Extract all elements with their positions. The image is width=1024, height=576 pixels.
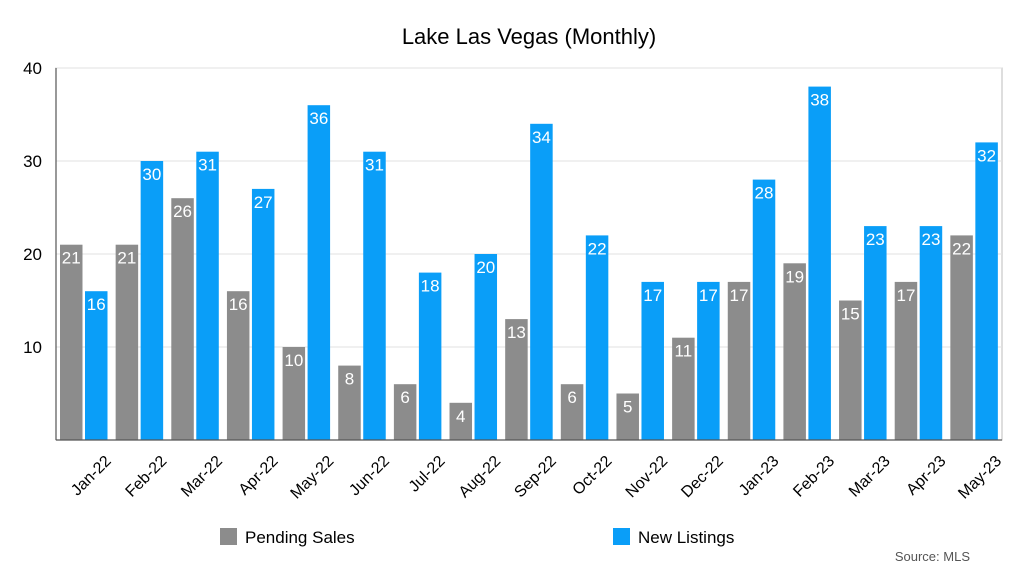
bar-pending-sales xyxy=(393,384,417,440)
bar-new-listings xyxy=(418,272,442,440)
bar-new-listings xyxy=(196,151,219,440)
x-tick-label: Mar-23 xyxy=(846,453,894,501)
bar-pending-sales xyxy=(560,384,584,440)
bar-pending-sales xyxy=(449,402,473,440)
x-tick-label: Aug-22 xyxy=(456,453,505,502)
data-label: 26 xyxy=(173,202,192,221)
x-tick-label: Sep-22 xyxy=(511,453,560,502)
legend-swatch xyxy=(220,528,237,545)
data-label: 17 xyxy=(730,286,749,305)
data-label: 27 xyxy=(254,193,273,212)
bar-new-listings xyxy=(251,188,275,440)
data-label: 4 xyxy=(456,407,465,426)
data-label: 15 xyxy=(841,305,860,324)
data-label: 11 xyxy=(675,342,693,361)
x-tick-label: Apr-23 xyxy=(903,453,949,499)
data-label: 10 xyxy=(284,351,303,370)
data-label: 19 xyxy=(785,267,804,286)
data-label: 16 xyxy=(229,295,248,314)
data-label: 22 xyxy=(952,239,971,258)
data-label: 16 xyxy=(87,295,106,314)
y-tick-label: 10 xyxy=(23,338,42,357)
x-tick-label: Feb-23 xyxy=(790,453,838,501)
data-label: 31 xyxy=(365,156,384,175)
x-tick-label: Oct-22 xyxy=(570,453,616,499)
data-label: 13 xyxy=(507,323,526,342)
data-label: 21 xyxy=(62,249,81,268)
data-label: 8 xyxy=(345,370,354,389)
bar-pending-sales xyxy=(226,291,250,440)
bar-pending-sales xyxy=(171,198,194,440)
data-label: 22 xyxy=(588,239,607,258)
data-label: 23 xyxy=(866,230,885,249)
data-label: 34 xyxy=(532,128,551,147)
bar-pending-sales xyxy=(60,244,83,440)
data-label: 17 xyxy=(896,286,915,305)
x-tick-label: Nov-22 xyxy=(623,453,672,502)
bar-pending-sales xyxy=(727,281,751,440)
bar-pending-sales xyxy=(282,347,306,440)
data-label: 30 xyxy=(142,165,161,184)
bar-new-listings xyxy=(919,226,943,440)
bar-new-listings xyxy=(641,281,664,440)
y-tick-label: 30 xyxy=(23,152,42,171)
bar-new-listings xyxy=(697,281,720,440)
x-tick-label: May-22 xyxy=(288,453,338,503)
bar-new-listings xyxy=(530,123,553,441)
bar-pending-sales xyxy=(338,365,361,440)
bar-pending-sales xyxy=(505,319,528,440)
x-tick-label: Dec-22 xyxy=(678,453,727,502)
y-tick-label: 40 xyxy=(23,59,42,78)
bar-new-listings xyxy=(474,254,498,440)
legend-label: Pending Sales xyxy=(245,528,355,547)
x-tick-label: Jun-22 xyxy=(346,453,393,500)
bar-new-listings xyxy=(140,161,164,440)
data-label: 5 xyxy=(623,398,632,417)
chart-title: Lake Las Vegas (Monthly) xyxy=(402,24,656,49)
data-label: 28 xyxy=(755,184,774,203)
x-tick-label: Jul-22 xyxy=(406,453,449,496)
bar-new-listings xyxy=(307,105,331,440)
legend-label: New Listings xyxy=(638,528,734,547)
bar-new-listings xyxy=(975,142,998,440)
data-label: 6 xyxy=(567,388,576,407)
data-label: 31 xyxy=(198,156,217,175)
bar-pending-sales xyxy=(672,337,695,440)
data-label: 17 xyxy=(699,286,718,305)
bar-new-listings xyxy=(585,235,609,440)
x-tick-label: Feb-22 xyxy=(123,453,171,501)
data-label: 17 xyxy=(643,286,662,305)
bar-new-listings xyxy=(864,226,887,440)
x-tick-label: Jan-23 xyxy=(736,453,783,500)
data-label: 32 xyxy=(977,146,996,165)
bar-pending-sales xyxy=(115,244,139,440)
y-tick-label: 20 xyxy=(23,245,42,264)
data-label: 38 xyxy=(810,91,829,110)
source-note: Source: MLS xyxy=(895,549,970,564)
legend-swatch xyxy=(613,528,630,545)
bar-new-listings xyxy=(85,291,108,440)
data-label: 18 xyxy=(421,277,440,296)
x-tick-label: Mar-22 xyxy=(178,453,226,501)
bar-pending-sales xyxy=(894,281,918,440)
x-tick-label: Jan-22 xyxy=(68,453,115,500)
data-label: 20 xyxy=(476,258,495,277)
x-tick-label: May-23 xyxy=(955,453,1005,503)
bar-new-listings xyxy=(752,179,776,440)
bar-pending-sales xyxy=(616,393,639,440)
data-label: 6 xyxy=(400,388,409,407)
bar-pending-sales xyxy=(950,235,973,440)
data-label: 36 xyxy=(309,109,328,128)
bar-pending-sales xyxy=(839,300,862,440)
bar-new-listings xyxy=(808,86,831,440)
data-label: 23 xyxy=(921,230,940,249)
x-tick-label: Apr-22 xyxy=(236,453,282,499)
bar-new-listings xyxy=(363,151,386,440)
bar-pending-sales xyxy=(783,263,806,440)
data-label: 21 xyxy=(117,249,136,268)
